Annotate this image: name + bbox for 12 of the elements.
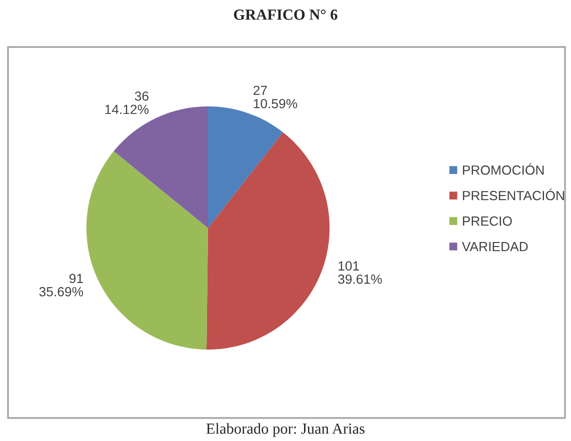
legend-label: PROMOCIÓN	[462, 163, 544, 175]
legend-label: PRESENTACIÓN	[462, 188, 564, 200]
legend-label: VARIEDAD	[462, 242, 528, 252]
data-label: 36 14.12%	[105, 91, 149, 114]
data-label: 101 39.61%	[338, 261, 382, 284]
text: Elaborado por: Juan Arias	[206, 423, 364, 437]
pie-slice	[206, 132, 330, 350]
data-label: 27 10.59%	[254, 86, 298, 108]
pie-slice	[86, 151, 208, 350]
data-label: 91 35.69%	[39, 274, 84, 296]
legend-label: PRECIO	[462, 216, 512, 226]
chart-title: GRAFICO N° 6	[234, 10, 338, 20]
